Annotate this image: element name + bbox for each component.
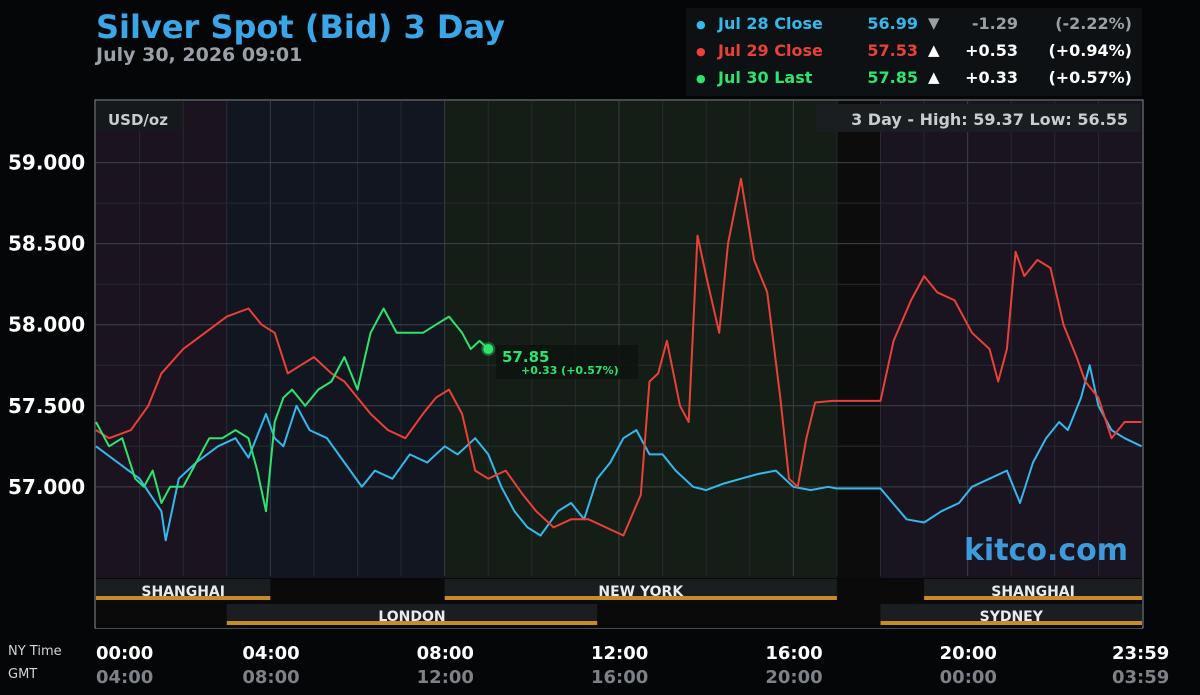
x-tick-label-gmt: 08:00: [242, 667, 299, 688]
gmt-axis-label: GMT: [8, 667, 37, 682]
band-london-early: [227, 101, 445, 628]
last-price-callout: 57.85 +0.33 (+0.57%): [496, 345, 638, 379]
x-tick-label-gmt: 03:59: [1112, 667, 1169, 688]
y-tick-label: 57.500: [8, 394, 85, 418]
x-tick-label-ny: 04:00: [242, 643, 299, 664]
jul29-dot-icon: ●: [696, 45, 706, 58]
market-label: NEW YORK: [598, 584, 684, 600]
band-closed: [837, 101, 881, 628]
series-markers: [481, 342, 495, 356]
y-tick-label: 59.000: [8, 151, 85, 175]
range-text: 3 Day - High: 59.37 Low: 56.55: [851, 110, 1128, 129]
y-axis-labels: 59.000 58.500 58.000 57.500 57.000: [8, 151, 85, 499]
x-tick-label-gmt: 12:00: [417, 667, 474, 688]
market-label: SHANGHAI: [141, 584, 225, 600]
band-asia-early: [96, 101, 227, 628]
price-legend: ● Jul 28 Close 56.99 ▼ -1.29 (-2.22%) ● …: [686, 8, 1142, 96]
chart-timestamp: July 30, 2026 09:01: [96, 44, 302, 66]
last-point-marker: [483, 344, 493, 354]
chart-title: Silver Spot (Bid) 3 Day: [96, 8, 505, 46]
jul30-dot-icon: ●: [696, 72, 706, 85]
market-label: SYDNEY: [980, 609, 1044, 625]
legend-row-jul29: ● Jul 29 Close 57.53 ▲ +0.53 (+0.94%): [686, 41, 1142, 67]
up-arrow-icon: ▲: [928, 68, 940, 86]
legend-percent: (-2.22%): [1036, 14, 1132, 33]
unit-label: USD/oz: [108, 111, 168, 129]
x-tick-label-ny: 20:00: [940, 643, 997, 664]
legend-change: -1.29: [950, 14, 1018, 33]
legend-row-jul30: ● Jul 30 Last 57.85 ▲ +0.33 (+0.57%): [686, 68, 1142, 94]
x-tick-label-ny: 00:00: [96, 643, 153, 664]
kitco-watermark: kitco.com: [964, 533, 1128, 568]
legend-value: 57.53: [856, 41, 918, 60]
market-label: LONDON: [378, 609, 445, 625]
market-sessions: SHANGHAI NEW YORK SHANGHAI LONDON SYDNEY: [96, 578, 1142, 628]
legend-change: +0.33: [950, 68, 1018, 87]
legend-row-jul28: ● Jul 28 Close 56.99 ▼ -1.29 (-2.22%): [686, 14, 1142, 40]
legend-percent: (+0.94%): [1036, 41, 1132, 60]
y-tick-label: 57.000: [8, 475, 85, 499]
legend-change: +0.53: [950, 41, 1018, 60]
legend-label: Jul 28 Close: [718, 14, 823, 33]
jul28-dot-icon: ●: [696, 18, 706, 31]
legend-value: 56.99: [856, 14, 918, 33]
x-tick-label-gmt: 20:00: [765, 667, 822, 688]
y-tick-label: 58.500: [8, 232, 85, 256]
legend-label: Jul 29 Close: [718, 41, 823, 60]
legend-value: 57.85: [856, 68, 918, 87]
ny-time-axis-label: NY Time: [8, 644, 62, 659]
down-arrow-icon: ▼: [928, 14, 940, 32]
x-tick-label-gmt: 04:00: [96, 667, 153, 688]
x-tick-label-ny: 08:00: [417, 643, 474, 664]
legend-label: Jul 30 Last: [718, 68, 812, 87]
x-axis-labels: 00:00 04:00 04:00 08:00 08:00 12:00 12:00 16:00…: [96, 643, 1169, 688]
legend-percent: (+0.57%): [1036, 68, 1132, 87]
callout-change: +0.33 (+0.57%): [521, 364, 619, 377]
x-tick-label-ny: 16:00: [765, 643, 822, 664]
x-tick-label-ny: 12:00: [591, 643, 648, 664]
market-label: SHANGHAI: [991, 584, 1075, 600]
x-tick-label-gmt: 00:00: [940, 667, 997, 688]
up-arrow-icon: ▲: [928, 41, 940, 59]
y-tick-label: 58.000: [8, 313, 85, 337]
x-tick-label-ny: 23:59: [1112, 643, 1169, 664]
x-tick-label-gmt: 16:00: [591, 667, 648, 688]
